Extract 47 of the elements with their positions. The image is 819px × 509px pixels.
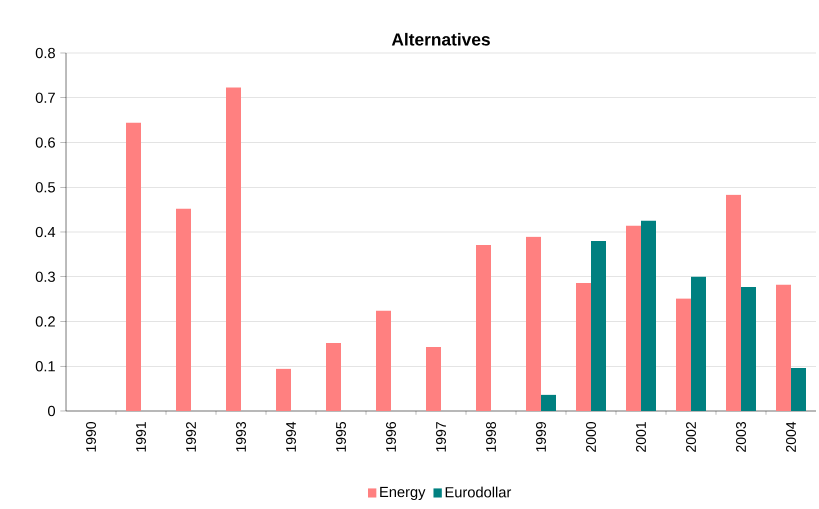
x-tick-label: 1999 bbox=[536, 422, 546, 452]
bar bbox=[426, 347, 442, 411]
bar bbox=[276, 368, 292, 411]
x-tick-label: 1992 bbox=[186, 422, 196, 452]
bar bbox=[576, 283, 591, 411]
bar bbox=[591, 240, 606, 411]
y-tick-label: 0.8 bbox=[36, 48, 55, 58]
bar bbox=[476, 244, 491, 411]
x-tick-label: 1995 bbox=[336, 422, 346, 452]
x-tick-label: 2001 bbox=[636, 422, 646, 452]
x-tick-label: 1990 bbox=[86, 422, 96, 452]
y-tick-label: 0.5 bbox=[36, 182, 55, 192]
bar bbox=[726, 194, 741, 411]
y-tick-label: 0.7 bbox=[36, 92, 55, 103]
x-tick-label: 1994 bbox=[286, 422, 296, 452]
bar bbox=[126, 122, 142, 411]
x-tick-label: 2000 bbox=[586, 422, 596, 452]
y-tick-label: 0.6 bbox=[36, 137, 55, 148]
x-tick-label: 2004 bbox=[786, 422, 796, 452]
bar bbox=[526, 236, 541, 411]
y-tick-label: 0.4 bbox=[36, 226, 56, 238]
bar bbox=[326, 342, 341, 411]
x-tick-label: 2002 bbox=[686, 422, 696, 452]
x-tick-label: 1993 bbox=[236, 422, 246, 452]
bar bbox=[376, 310, 391, 411]
bar bbox=[691, 276, 706, 411]
bar bbox=[626, 226, 641, 411]
bar bbox=[226, 87, 242, 411]
y-tick-label: 0 bbox=[48, 406, 56, 416]
legend-label: Energy bbox=[380, 486, 426, 500]
legend-label: Eurodollar bbox=[446, 486, 512, 498]
x-tick-label: 1997 bbox=[436, 422, 446, 452]
bar bbox=[790, 368, 806, 411]
bar bbox=[676, 298, 691, 411]
bar bbox=[176, 208, 191, 411]
x-tick-label: 2003 bbox=[736, 422, 746, 452]
bar bbox=[776, 284, 791, 411]
y-tick-label: 0.3 bbox=[36, 272, 55, 282]
y-tick-label: 0.2 bbox=[36, 316, 55, 327]
y-tick-label: 0.1 bbox=[36, 361, 55, 372]
bar bbox=[541, 394, 556, 411]
x-tick-label: 1998 bbox=[486, 422, 496, 452]
bar bbox=[741, 287, 756, 411]
x-tick-label: 1991 bbox=[136, 422, 146, 452]
chart-title: Alternatives bbox=[392, 32, 490, 46]
x-tick-label: 1996 bbox=[386, 422, 396, 452]
bar bbox=[641, 220, 656, 411]
